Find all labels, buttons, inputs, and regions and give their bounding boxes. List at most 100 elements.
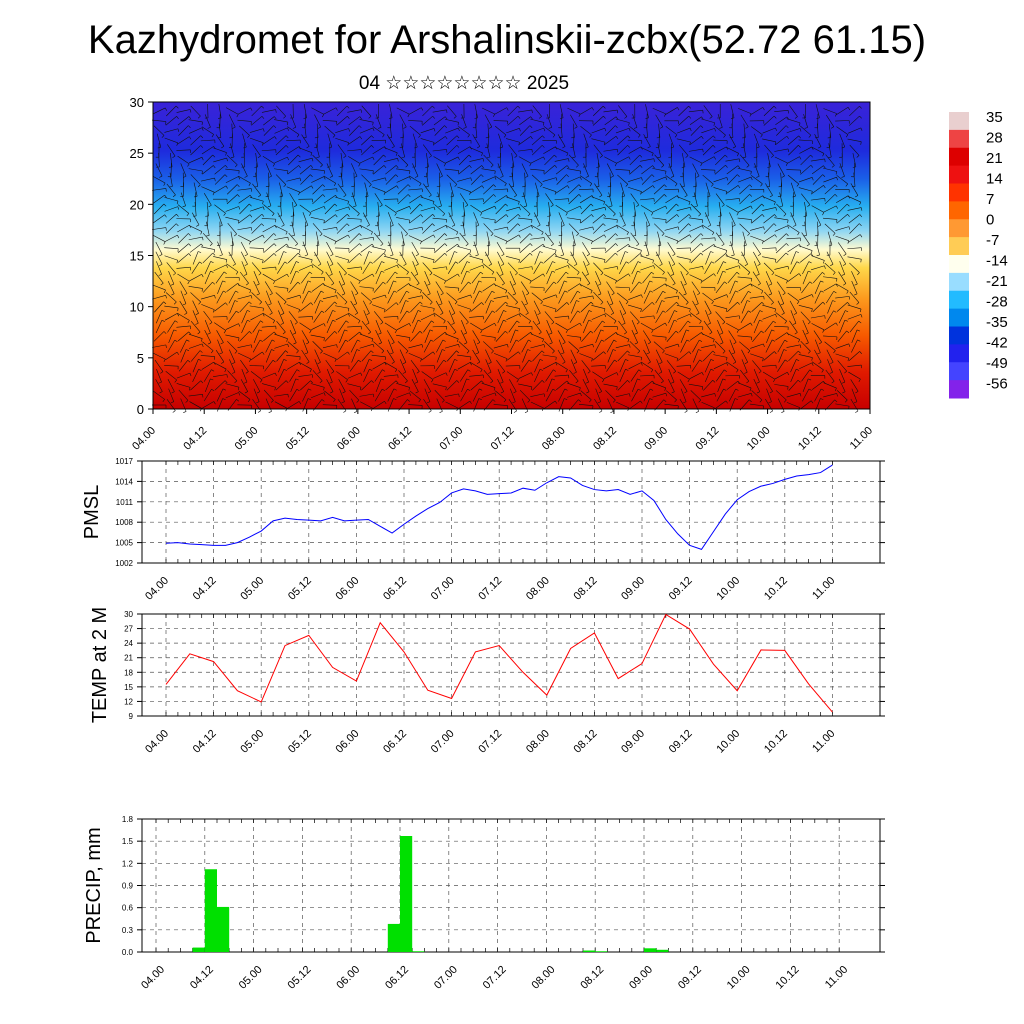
temp2m-x-tick-label: 06.00	[334, 728, 362, 756]
temp2m-y-tick-label: 15	[124, 683, 133, 692]
colorbar-swatch	[949, 237, 969, 256]
colorbar-label: -28	[986, 294, 1008, 311]
colorbar-label: 14	[986, 171, 1003, 188]
colorbar-label: 7	[986, 191, 994, 208]
colorbar-swatch	[949, 255, 969, 274]
pmsl-x-tick-label: 06.12	[381, 575, 409, 603]
pmsl-x-tick-label: 10.00	[714, 575, 742, 603]
precip-bar	[204, 869, 217, 952]
heatmap-y-tick-label: 30	[130, 95, 144, 110]
temp2m-x-tick-label: 05.00	[238, 728, 266, 756]
pmsl-y-tick-label: 1014	[115, 477, 133, 486]
heatmap-y-tick-label: 10	[130, 300, 144, 315]
temp2m-x-tick-label: 07.00	[429, 728, 457, 756]
colorbar-swatch	[949, 272, 969, 292]
heatmap-x-tick-label: 07.12	[489, 425, 517, 453]
precip-grid	[142, 818, 880, 953]
pmsl-frame	[141, 460, 881, 564]
heatmap-x-tick-label: 09.12	[694, 425, 722, 453]
colorbar-label: 0	[986, 212, 994, 229]
precip-bar	[192, 947, 205, 952]
precip-x-tick-label: 04.12	[188, 964, 216, 992]
precip-bar	[644, 948, 657, 952]
precip-bar	[583, 950, 596, 952]
precip-y-tick-label: 0.3	[122, 926, 134, 935]
heatmap-x-tick-label: 10.00	[745, 425, 773, 453]
colorbar-label: 21	[986, 150, 1003, 167]
heatmap-x-tick-label: 11.00	[848, 425, 875, 452]
colorbar-label: -14	[986, 253, 1008, 270]
colorbar-swatch	[949, 362, 969, 381]
colorbar-label: -42	[986, 335, 1008, 352]
pmsl-x-tick-label: 11.00	[810, 575, 837, 602]
temp2m-x-tick-label: 10.12	[762, 728, 790, 756]
precip-bar	[595, 951, 608, 952]
temp2m-y-tick-label: 12	[124, 697, 133, 706]
temp2m-x-tick-label: 08.00	[524, 728, 552, 756]
heatmap-x-tick-label: 05.12	[284, 425, 312, 453]
precip-y-tick-label: 1.5	[122, 837, 134, 846]
precip-x-tick-label: 04.00	[139, 964, 167, 992]
precip-bar	[412, 951, 425, 952]
pmsl-x-tick-label: 07.00	[429, 575, 457, 603]
colorbar-label: -49	[986, 355, 1008, 372]
temp2m-frame	[141, 613, 881, 717]
precip-y-tick-label: 0.6	[122, 904, 134, 913]
precip-x-tick-label: 09.12	[676, 964, 704, 992]
colorbar-swatch	[949, 380, 969, 399]
heatmap-x-tick-label: 08.00	[540, 425, 568, 453]
temp2m-x-tick-label: 06.12	[381, 728, 409, 756]
pmsl-x-tick-label: 05.00	[238, 575, 266, 603]
pmsl-y-tick-label: 1008	[115, 518, 133, 527]
pmsl-x-tick-label: 04.12	[191, 575, 219, 603]
precip-x-tick-label: 09.00	[627, 964, 655, 992]
pmsl-y-tick-label: 1005	[115, 539, 133, 548]
temp2m-grid	[142, 613, 880, 717]
heatmap-y-tick-label: 15	[130, 249, 144, 264]
heatmap-y-tick-label: 25	[130, 146, 144, 161]
wind-barbs	[152, 103, 863, 413]
pmsl-grid	[142, 460, 880, 564]
pmsl-x-tick-label: 04.00	[143, 575, 171, 603]
pmsl-ylabel: PMSL	[81, 485, 103, 539]
precip-y-tick-label: 0.0	[122, 948, 134, 957]
colorbar-label: -35	[986, 314, 1008, 331]
precip-x-tick-label: 08.12	[578, 964, 606, 992]
temp2m-y-tick-label: 21	[124, 654, 133, 663]
precip-x-tick-label: 11.00	[823, 964, 850, 991]
precip-ylabel: PRECIP, mm	[83, 827, 105, 943]
colorbar-label: 28	[986, 130, 1003, 147]
temp2m-y-tick-label: 24	[124, 639, 133, 648]
precip-y-tick-label: 0.9	[122, 882, 134, 891]
heatmap-x-tick-label: 04.12	[181, 425, 209, 453]
temp2m-y-tick-label: 30	[124, 610, 133, 619]
colorbar-swatch	[949, 183, 969, 202]
precip-x-tick-label: 10.00	[725, 964, 753, 992]
colorbar-label: -7	[986, 232, 999, 249]
chart-title: Kazhydromet for Arshalinskii-zcbx(52.72 …	[87, 18, 927, 62]
temp2m-x-tick-label: 10.00	[714, 728, 742, 756]
colorbar-swatch	[949, 308, 969, 327]
colorbar-swatch	[949, 165, 969, 184]
precip-x-tick-label: 07.12	[481, 964, 509, 992]
colorbar-swatch	[949, 326, 969, 345]
heatmap-x-tick-label: 06.00	[335, 425, 363, 453]
precip-y-tick-label: 1.8	[122, 815, 134, 824]
colorbar-swatch	[949, 201, 969, 220]
precip-x-tick-label: 06.00	[334, 964, 362, 992]
heatmap-x-tick-label: 08.12	[591, 425, 619, 453]
heatmap-x-tick-label: 04.00	[130, 425, 158, 453]
temp2m-x-tick-label: 09.00	[619, 728, 647, 756]
precip-y-tick-label: 1.2	[122, 859, 134, 868]
temp2m-y-tick-label: 9	[129, 712, 134, 721]
pmsl-x-tick-label: 08.00	[524, 575, 552, 603]
pmsl-x-tick-label: 10.12	[762, 575, 790, 603]
pmsl-x-tick-label: 09.00	[619, 575, 647, 603]
precip-x-tick-label: 10.12	[774, 964, 802, 992]
precip-x-tick-label: 08.00	[530, 964, 558, 992]
chart-subtitle: 04 ☆☆☆☆☆☆☆☆ 2025	[358, 73, 570, 94]
pmsl-x-tick-label: 05.12	[286, 575, 314, 603]
colorbar-swatch	[949, 147, 969, 167]
heatmap-y-tick-label: 0	[137, 402, 144, 417]
